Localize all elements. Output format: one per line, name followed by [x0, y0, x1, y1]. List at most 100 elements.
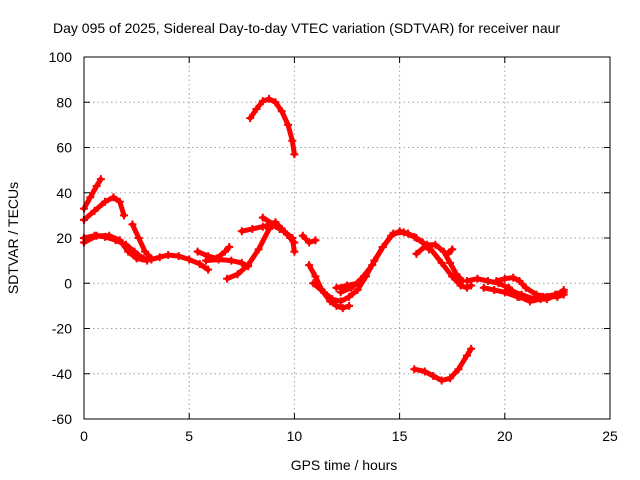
- data-point: [305, 238, 314, 247]
- data-point: [467, 281, 476, 290]
- data-point: [462, 351, 471, 360]
- data-point: [479, 283, 488, 292]
- data-point: [258, 222, 267, 231]
- data-point: [420, 367, 429, 376]
- series-arc-a: [80, 175, 105, 213]
- data-point: [437, 258, 446, 267]
- data-point: [269, 220, 278, 229]
- data-point: [410, 365, 419, 374]
- data-point: [446, 374, 455, 383]
- data-point: [237, 258, 246, 267]
- data-point: [422, 240, 431, 249]
- series-arc-v: [505, 286, 568, 304]
- data-point: [132, 254, 141, 263]
- data-point: [473, 274, 482, 283]
- data-point: [515, 276, 524, 285]
- data-point: [185, 255, 194, 264]
- data-point: [155, 253, 164, 262]
- data-point: [389, 229, 398, 238]
- data-point: [128, 220, 137, 229]
- data-point: [500, 274, 509, 283]
- data-point: [439, 247, 448, 256]
- data-point: [290, 150, 299, 159]
- y-tick-label: -40: [52, 366, 72, 382]
- data-point: [336, 297, 345, 306]
- y-axis-label: SDTVAR / TECUs: [5, 182, 21, 294]
- data-point: [490, 286, 499, 295]
- data-point: [328, 295, 337, 304]
- plot-frame: [83, 56, 611, 420]
- series-line: [81, 176, 104, 212]
- data-point: [277, 107, 286, 116]
- series-line: [129, 221, 154, 261]
- y-tick-label: 80: [56, 94, 72, 110]
- data-point: [271, 98, 280, 107]
- y-tick-label: 40: [56, 185, 72, 201]
- x-tick-label: 5: [185, 428, 193, 444]
- data-point: [288, 234, 297, 242]
- data-point: [431, 240, 440, 249]
- data-point: [92, 231, 101, 240]
- axis-ticks: [83, 56, 611, 420]
- series-arc-d: [80, 231, 152, 265]
- data-point: [454, 365, 463, 374]
- data-point: [101, 197, 110, 206]
- data-point: [311, 236, 320, 245]
- data-point: [332, 301, 341, 310]
- data-point: [462, 283, 471, 292]
- series-arc-j: [258, 213, 299, 256]
- data-point: [246, 114, 255, 123]
- data-point: [124, 247, 133, 256]
- data-point: [258, 213, 267, 222]
- data-point: [336, 288, 345, 297]
- data-series: [80, 94, 568, 385]
- x-tick-label: 10: [287, 428, 303, 444]
- data-point: [134, 234, 143, 242]
- data-point: [290, 247, 299, 256]
- series-line: [411, 346, 474, 383]
- data-point: [225, 243, 234, 252]
- data-point: [492, 276, 501, 285]
- data-point: [298, 231, 307, 240]
- data-point: [204, 265, 213, 274]
- data-point: [92, 181, 101, 190]
- data-point: [284, 120, 293, 129]
- series-line: [334, 274, 367, 291]
- data-point: [223, 274, 232, 283]
- data-point: [202, 256, 211, 265]
- data-point: [279, 227, 288, 236]
- x-tick-label: 20: [497, 428, 513, 444]
- data-point: [288, 136, 297, 145]
- y-tick-label: 60: [56, 140, 72, 156]
- data-point: [96, 175, 105, 184]
- data-point: [359, 272, 368, 281]
- data-point: [505, 286, 514, 295]
- data-point: [338, 304, 347, 313]
- data-point: [248, 224, 257, 233]
- data-point: [90, 206, 99, 215]
- data-point: [446, 258, 455, 267]
- data-point: [115, 197, 124, 206]
- data-point: [319, 288, 328, 297]
- x-tick-label: 15: [392, 428, 408, 444]
- data-point: [237, 227, 246, 236]
- data-point: [164, 250, 173, 259]
- data-point: [429, 372, 438, 381]
- data-point: [517, 290, 526, 299]
- series-arc-r: [443, 245, 457, 258]
- y-tick-label: 100: [49, 49, 73, 65]
- y-tick-label: -20: [52, 321, 72, 337]
- data-point: [500, 288, 509, 297]
- data-point: [345, 301, 354, 310]
- data-point: [105, 231, 114, 240]
- chart-title: Day 095 of 2025, Sidereal Day-to-day VTE…: [53, 20, 560, 36]
- data-point: [143, 256, 152, 265]
- data-point: [195, 260, 204, 269]
- grid-lines: [84, 57, 610, 419]
- data-point: [399, 228, 408, 237]
- data-point: [467, 344, 476, 353]
- data-point: [378, 243, 387, 252]
- data-point: [368, 261, 377, 270]
- data-point: [542, 295, 551, 304]
- data-point: [109, 193, 118, 202]
